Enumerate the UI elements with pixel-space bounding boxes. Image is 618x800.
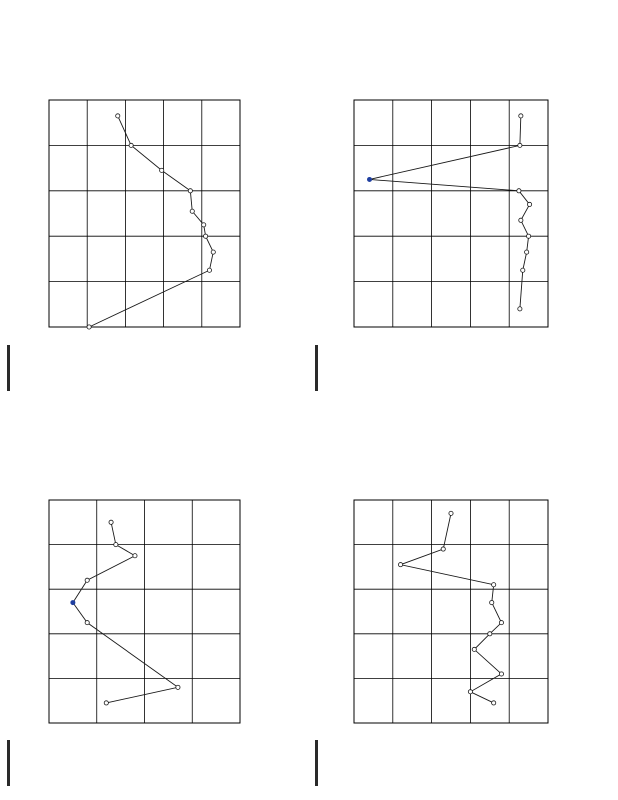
chart-panel-top-left (48, 99, 241, 330)
data-point (128, 142, 134, 148)
plot-frame (353, 499, 549, 724)
data-point (206, 267, 212, 273)
data-point (84, 577, 90, 583)
data-point (189, 208, 195, 214)
data-point (187, 188, 193, 194)
data-point (517, 306, 523, 312)
data-point (210, 249, 216, 255)
data-point (203, 233, 209, 239)
data-point (518, 113, 524, 119)
data-point (398, 562, 404, 568)
data-point (487, 631, 493, 637)
data-point (86, 324, 92, 330)
chart-panel-bottom-right (353, 499, 549, 724)
plot-frame (48, 99, 241, 328)
data-point (115, 113, 121, 119)
data-point (498, 620, 504, 626)
scan-edge-mark (315, 345, 318, 391)
scan-edge-mark (315, 740, 318, 786)
plot-frame (353, 99, 549, 328)
data-point (175, 684, 181, 690)
data-point (527, 201, 533, 207)
data-point (367, 176, 373, 182)
chart-panel-top-right (353, 99, 549, 328)
data-point (440, 546, 446, 552)
data-point (159, 167, 165, 173)
data-point (491, 700, 497, 706)
data-point (103, 700, 109, 706)
series-line (369, 115, 531, 309)
data-point (517, 142, 523, 148)
series-line (72, 522, 180, 704)
series-line (398, 513, 503, 704)
data-point (201, 222, 207, 228)
data-point (520, 267, 526, 273)
scan-edge-mark (7, 345, 10, 391)
data-point (108, 519, 114, 525)
chart-panel-bottom-left (48, 499, 241, 724)
data-point (471, 646, 477, 652)
data-point (518, 217, 524, 223)
data-point (524, 249, 530, 255)
data-point (113, 542, 119, 548)
data-point (516, 188, 522, 194)
data-point (526, 233, 532, 239)
scan-edge-mark (7, 740, 10, 786)
data-point (467, 689, 473, 695)
data-point (491, 582, 497, 588)
data-point (70, 600, 76, 606)
data-point (489, 600, 495, 606)
data-point (84, 620, 90, 626)
data-point (498, 671, 504, 677)
data-point (448, 510, 454, 516)
series-line (88, 115, 214, 328)
data-point (132, 553, 138, 559)
